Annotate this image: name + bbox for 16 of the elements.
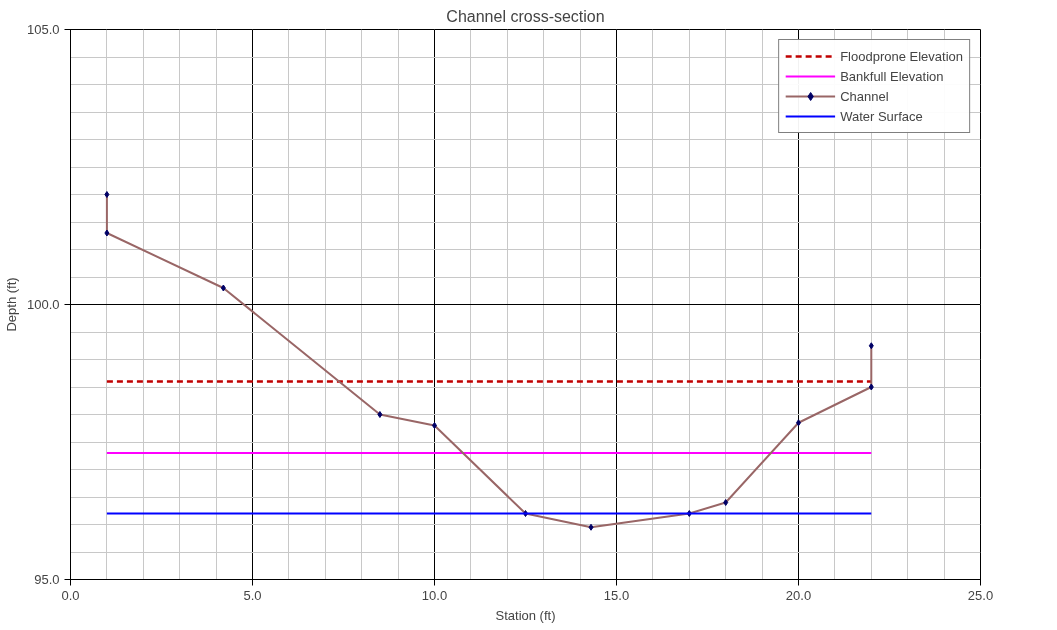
x-tick-label: 5.0	[243, 587, 262, 603]
chart-title: Channel cross-section	[446, 7, 605, 25]
legend-label: Channel	[840, 88, 889, 104]
y-tick-label: 100.0	[26, 297, 60, 312]
x-tick-label: 25.0	[967, 587, 994, 603]
x-axis-title: Station (ft)	[495, 607, 556, 623]
x-tick-label: 0.0	[61, 587, 80, 603]
legend-label: Bankfull Elevation	[840, 68, 944, 84]
y-tick-label: 95.0	[34, 572, 60, 587]
legend-label: Water Surface	[840, 108, 923, 124]
x-tick-label: 20.0	[785, 587, 812, 603]
x-tick-label: 15.0	[603, 587, 630, 603]
y-tick-label: 105.0	[26, 22, 60, 37]
x-tick-label: 10.0	[421, 587, 448, 603]
legend-label: Floodprone Elevation	[840, 48, 963, 64]
y-axis-title: Depth (ft)	[3, 277, 19, 332]
